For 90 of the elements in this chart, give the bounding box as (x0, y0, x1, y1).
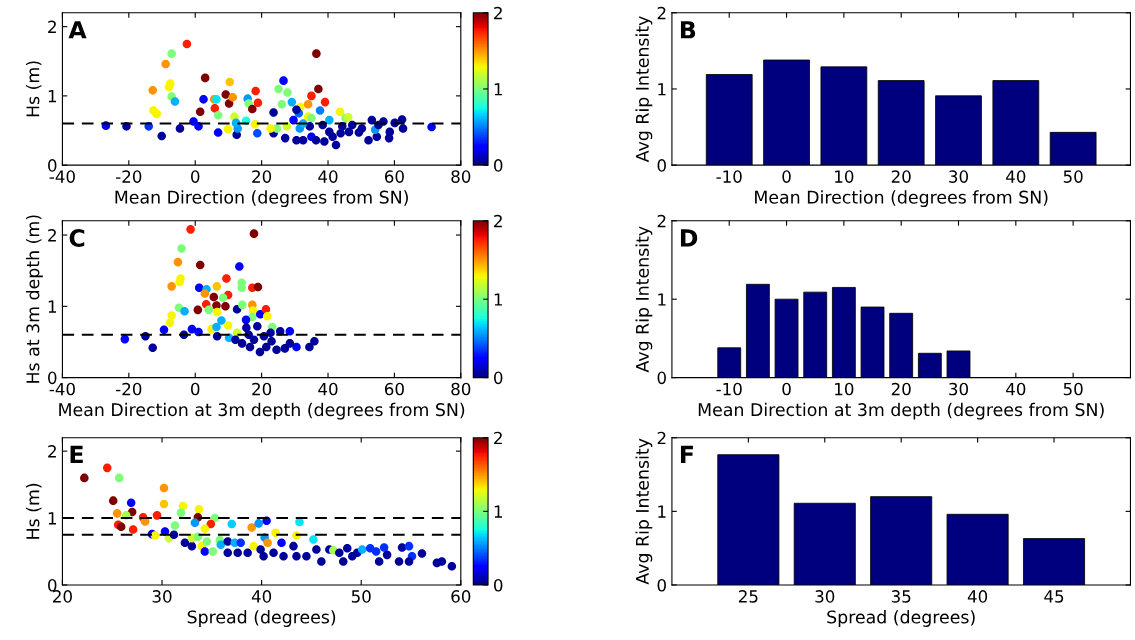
x-tick-label: 40 (318, 382, 338, 396)
x-tick-label: -20 (116, 170, 142, 183)
y-tick-label: 2 (657, 431, 666, 445)
x-tick-label: 40 (967, 590, 988, 603)
x-tick-label: 35 (891, 590, 911, 603)
x-tick-label: 60 (451, 590, 471, 603)
y-axis-title: Hs at 3m depth (m) (25, 215, 43, 383)
x-tick-label: 20 (252, 382, 272, 396)
color-bar-label: 1 (494, 505, 502, 518)
y-tick-label: 0 (657, 159, 666, 172)
x-tick-label: 80 (451, 382, 471, 396)
x-tick-label: 80 (451, 170, 471, 183)
color-bar-label: 0 (494, 578, 503, 592)
x-tick-label: 60 (384, 382, 404, 396)
x-axis-title: Mean Direction (degrees from SN) (755, 190, 1048, 208)
bar (717, 347, 742, 378)
bar (774, 298, 799, 378)
x-axis-title: Spread (degrees) (827, 610, 975, 627)
x-tick-label: 0 (782, 382, 791, 396)
color-bar-label: 1 (494, 293, 502, 306)
bar (831, 287, 856, 378)
color-bar-label: 2 (494, 6, 502, 20)
y-tick-label: 0 (657, 371, 666, 385)
y-axis-title: Avg Rip Intensity (635, 438, 653, 585)
x-tick-label: -20 (116, 382, 142, 396)
x-axis-title: Mean Direction at 3m depth (degrees from SN) (698, 402, 1104, 420)
bar (917, 352, 942, 378)
x-tick-label: 25 (738, 590, 758, 603)
x-tick-label: 10 (835, 382, 854, 396)
x-tick-label: 50 (351, 590, 371, 603)
x-tick-label: 0 (782, 170, 791, 183)
x-tick-label: 30 (815, 590, 835, 603)
y-tick-label: 2 (657, 6, 666, 20)
annotation: B (680, 21, 696, 39)
bar (803, 291, 828, 378)
color-bar-label: 1 (494, 83, 502, 96)
bar (746, 283, 770, 378)
x-tick-label: 40 (1006, 382, 1026, 396)
x-axis-title: Spread (degrees) (187, 610, 336, 627)
x-tick-label: 45 (1044, 590, 1064, 603)
color-bar-label: 2 (494, 214, 502, 228)
x-tick-label: 20 (252, 170, 272, 183)
x-tick-label: 40 (1006, 170, 1026, 183)
y-tick-label: 1 (658, 505, 666, 518)
x-tick-label: 20 (891, 170, 911, 183)
color-bar-label: 0 (494, 371, 503, 385)
y-tick-label: 1 (48, 90, 57, 103)
y-tick-label: 0 (48, 159, 57, 172)
x-axis-title: Mean Direction (degrees from SN) (115, 190, 408, 208)
annotation: E (70, 445, 83, 464)
x-tick-label: -10 (716, 382, 742, 396)
y-tick-label: 2 (48, 229, 56, 242)
y-tick-label: 2 (48, 445, 56, 458)
x-tick-label: 0 (191, 170, 200, 183)
x-tick-label: 50 (1063, 382, 1083, 396)
y-axis-title: Avg Rip Intensity (635, 226, 653, 373)
y-tick-label: 2 (657, 214, 666, 228)
x-tick-label: 30 (949, 170, 968, 183)
x-tick-label: 40 (251, 590, 272, 603)
y-axis-title: Hs (m) (26, 483, 42, 539)
annotation: F (680, 445, 693, 464)
y-tick-label: 1 (48, 300, 57, 313)
color-bar-label: 2 (494, 431, 502, 445)
bar (860, 306, 885, 378)
x-axis-title: Mean Direction at 3m depth (degrees from SN) (59, 402, 465, 420)
y-axis-title: Hs (m) (26, 61, 42, 117)
annotation: A (68, 21, 87, 39)
annotation: C (69, 229, 85, 247)
x-tick-label: 10 (835, 170, 854, 183)
y-tick-label: 1 (658, 83, 666, 96)
y-tick-label: 1 (48, 512, 57, 525)
x-tick-label: 20 (891, 382, 911, 396)
annotation: D (680, 229, 698, 247)
bar (889, 312, 914, 378)
x-tick-label: 50 (1063, 170, 1083, 183)
x-tick-label: 20 (53, 590, 72, 603)
x-tick-label: -10 (716, 170, 742, 183)
color-bar-label: 0 (494, 159, 503, 172)
x-tick-label: 40 (318, 170, 338, 183)
x-tick-label: 60 (384, 170, 404, 183)
x-tick-label: -40 (49, 170, 75, 183)
x-tick-label: 30 (152, 590, 172, 603)
x-tick-label: 30 (949, 382, 968, 396)
y-tick-label: 1 (658, 293, 666, 306)
y-tick-label: 0 (48, 578, 57, 592)
bar (946, 350, 971, 378)
y-tick-label: 0 (657, 578, 666, 592)
y-tick-label: 2 (48, 20, 56, 33)
y-axis-title: Avg Rip Intensity (635, 16, 653, 163)
x-tick-label: 0 (191, 382, 200, 396)
